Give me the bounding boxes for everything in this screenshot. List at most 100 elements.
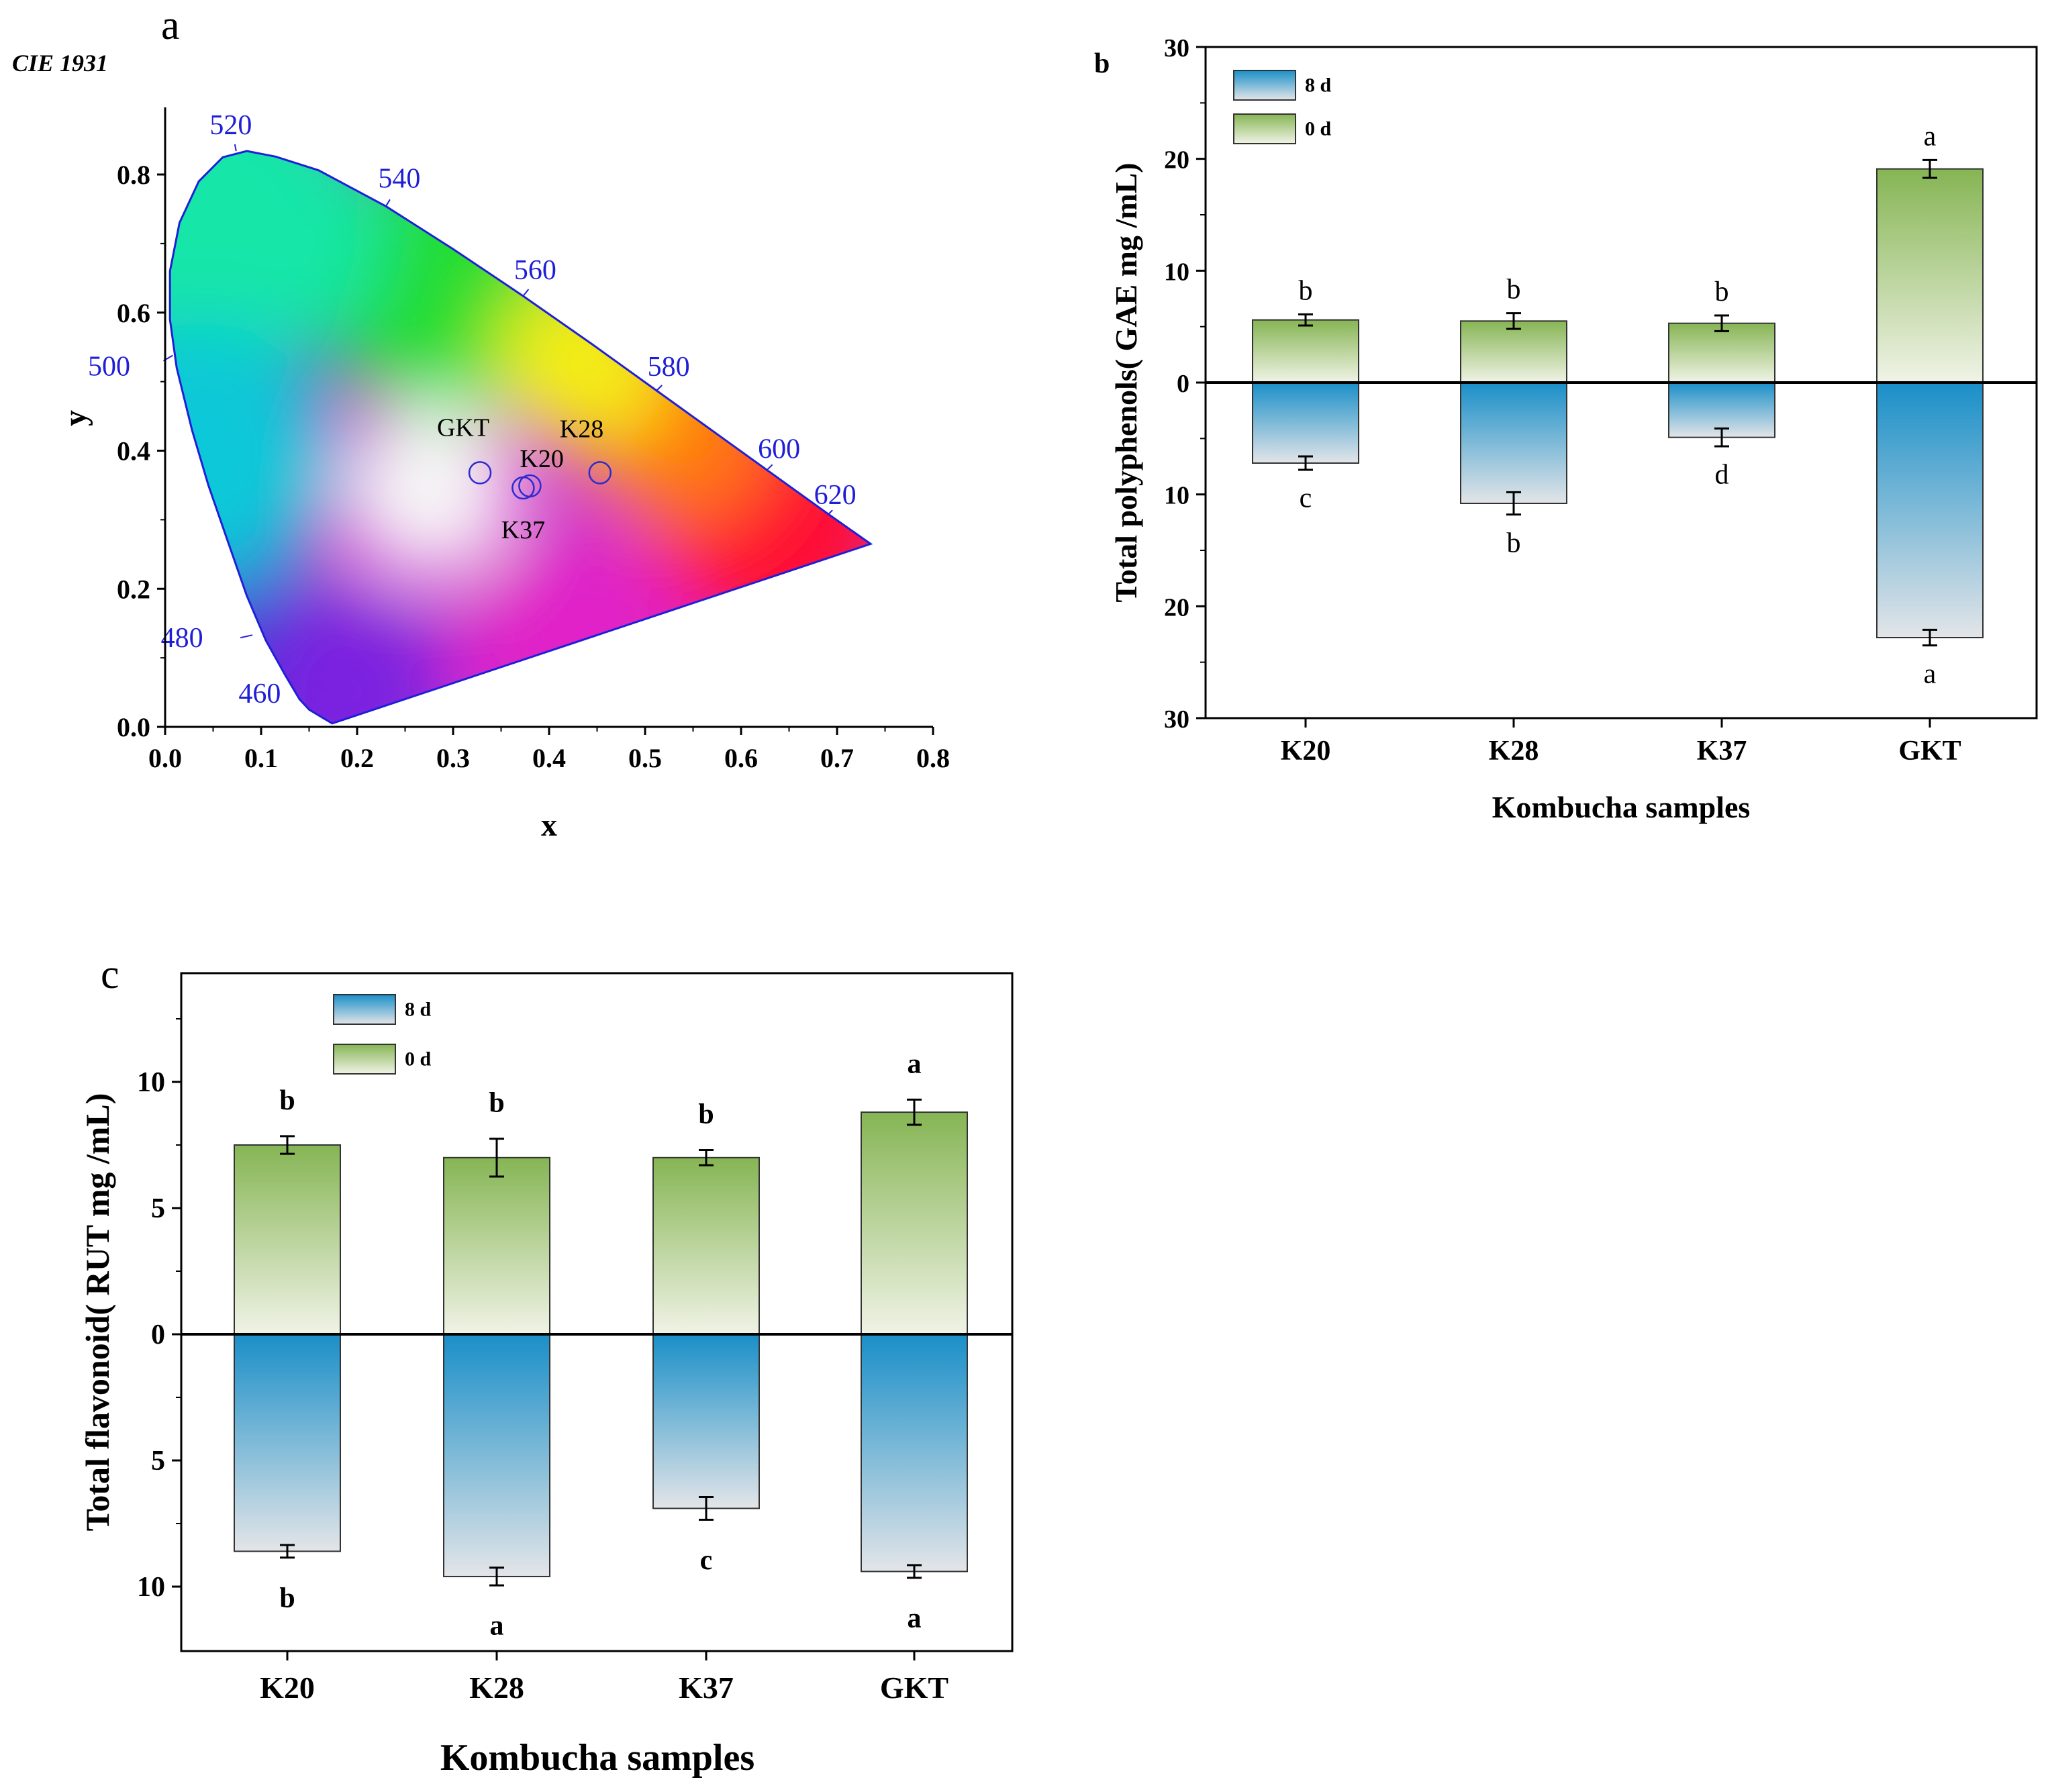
panel-b-letter: b — [1094, 48, 1110, 79]
panel-b-x-label: Kombucha samples — [1492, 790, 1751, 824]
wavelength-label: 580 — [648, 352, 690, 383]
wavelength-label: 600 — [758, 434, 800, 464]
bar-0d-gkt — [861, 1111, 968, 1335]
wavelength-label: 460 — [238, 679, 281, 709]
wavelength-label: 560 — [514, 255, 556, 286]
error-bar — [907, 1098, 922, 1126]
letter-8d-k20: c — [1300, 483, 1312, 514]
sample-point-gkt — [468, 461, 492, 485]
letter-0d-k37: b — [1715, 277, 1729, 307]
panel-a-title: CIE 1931 — [12, 50, 108, 77]
letter-0d-gkt: a — [1924, 121, 1937, 152]
legend-swatch-0d — [1233, 113, 1296, 144]
letter-0d-k28: b — [1507, 275, 1521, 305]
y-tick-label: 20 — [1164, 593, 1189, 621]
sample-label-k20: K20 — [520, 445, 563, 473]
panel-b-y-label: Total polyphenols( GAE mg /mL) — [1109, 162, 1143, 602]
bar-0d-k28 — [1460, 320, 1567, 384]
panel-c-x-label: Kombucha samples — [440, 1737, 754, 1779]
wavelength-tick — [522, 289, 530, 297]
error-bar — [699, 1496, 714, 1521]
letter-8d-k28: b — [1507, 528, 1521, 558]
panel-a-letter: a — [161, 3, 180, 48]
category-label-gkt: GKT — [880, 1671, 948, 1705]
y-tick-label: 0.0 — [117, 712, 150, 742]
error-bar — [1298, 455, 1313, 471]
y-tick-label: 5 — [151, 1193, 165, 1224]
panel-b-polyphenols-chart: b 30 20 10 0 10 20 30 b c b b b d a a K20 K28 K37 GKT 8 … — [1094, 34, 2038, 824]
panel-b-legend: 8 d 0 d — [1233, 70, 1332, 144]
panel-a-x-label: x — [541, 807, 557, 843]
sample-point-k28 — [588, 461, 612, 485]
bar-8d-k37 — [652, 1334, 760, 1509]
y-tick-label: 0.6 — [117, 298, 150, 328]
bar-8d-k20 — [1252, 382, 1359, 464]
panel-c-bars: b b b a b c a a — [181, 1048, 1012, 1642]
y-tick-label: 10 — [1164, 482, 1189, 510]
wavelength-tick — [828, 509, 833, 515]
wavelength-labels: 460 480 500 520 540 560 580 600 620 — [88, 110, 857, 709]
x-tick-label: 0.3 — [436, 743, 470, 773]
x-tick-label: 0.2 — [340, 743, 374, 773]
panel-a-y-label: y — [58, 410, 93, 426]
panel-c-legend: 8 d 0 d — [333, 994, 432, 1075]
error-bar — [280, 1544, 295, 1559]
panel-c-letter: c — [101, 952, 119, 997]
legend-label-0d: 0 d — [1305, 118, 1332, 140]
legend-swatch-8d — [1233, 70, 1296, 101]
category-label-k37: K37 — [1697, 736, 1747, 766]
y-tick-label: 0.2 — [117, 574, 150, 604]
error-bar — [280, 1135, 295, 1155]
letter-0d-gkt: a — [908, 1048, 922, 1079]
legend-swatch-0d — [333, 1044, 396, 1075]
panel-b-y-ticks: 30 20 10 0 10 20 30 — [1164, 34, 1206, 734]
panel-c-flavonoid-chart: c 10 5 0 5 10 b b b a b c a a K20 K28 K37 GKT 8 d 0 d K… — [79, 952, 1014, 1779]
panel-b-bars: b c b b b d a a — [1206, 121, 2037, 689]
sample-label-k28: K28 — [560, 415, 603, 443]
letter-8d-k37: d — [1715, 460, 1729, 491]
letter-8d-gkt: a — [908, 1603, 922, 1634]
wavelength-label: 500 — [88, 352, 130, 383]
panel-c-x-ticks: K20 K28 K37 GKT — [260, 1651, 948, 1705]
y-tick-label: 0 — [151, 1320, 165, 1350]
x-tick-label: 0.6 — [724, 743, 758, 773]
panel-c-y-ticks: 10 5 0 5 10 — [137, 1018, 181, 1603]
wavelength-tick — [385, 199, 391, 207]
category-label-k37: K37 — [679, 1671, 734, 1705]
letter-0d-k20: b — [279, 1085, 295, 1116]
error-bar — [699, 1149, 714, 1166]
category-label-k28: K28 — [1489, 736, 1539, 766]
bar-8d-k28 — [1460, 382, 1567, 504]
sample-label-gkt: GKT — [437, 413, 489, 442]
sample-label-k37: K37 — [501, 516, 545, 544]
panel-a-cie-chart: a CIE 1931 460 480 500 520 540 560 580 600 620 0… — [12, 3, 950, 843]
y-tick-label: 10 — [137, 1067, 165, 1098]
bar-0d-k20 — [1252, 319, 1359, 383]
spectral-locus — [168, 150, 873, 725]
x-tick-label: 0.1 — [244, 743, 278, 773]
x-tick-label: 0.8 — [916, 743, 950, 773]
y-tick-label: 30 — [1164, 34, 1189, 62]
panel-b-x-ticks: K20 K28 K37 GKT — [1281, 718, 1961, 766]
letter-0d-k28: b — [489, 1088, 504, 1119]
bar-8d-k20 — [234, 1334, 341, 1552]
error-bar — [489, 1138, 504, 1178]
bar-0d-k37 — [652, 1156, 760, 1336]
y-tick-label: 10 — [137, 1572, 165, 1603]
bar-8d-gkt — [861, 1334, 968, 1573]
letter-8d-k28: a — [490, 1611, 504, 1642]
error-bar — [1506, 491, 1521, 516]
panel-a-x-ticks: 0.0 0.1 0.2 0.3 0.4 0.5 0.6 0.7 0.8 — [148, 727, 950, 773]
wavelength-tick — [234, 144, 237, 152]
error-bar — [489, 1566, 504, 1587]
error-bar — [1506, 312, 1521, 330]
y-tick-label: 0 — [1177, 370, 1189, 398]
letter-0d-k37: b — [698, 1099, 714, 1130]
wavelength-tick — [656, 385, 663, 391]
error-bar — [1714, 314, 1729, 332]
letter-8d-k20: b — [279, 1583, 295, 1613]
y-tick-label: 5 — [151, 1446, 165, 1477]
wavelength-label: 520 — [209, 110, 252, 141]
category-label-k20: K20 — [260, 1671, 315, 1705]
